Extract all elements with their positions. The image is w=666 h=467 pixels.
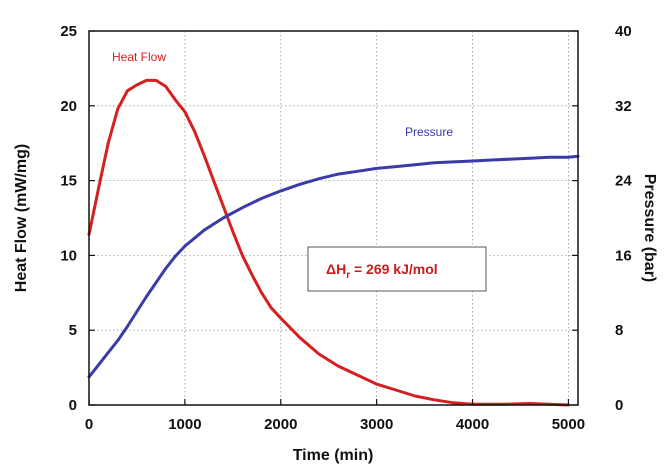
series-label-heat-flow: Heat Flow	[112, 50, 166, 64]
plot-frame	[88, 30, 579, 406]
y2-tick-label: 24	[615, 173, 632, 190]
y-tick-label: 10	[60, 247, 77, 264]
series-line-pressure	[87, 154, 580, 379]
y2-tick-label: 8	[615, 322, 623, 339]
y-tick-label: 0	[69, 397, 77, 414]
x-tick-label: 3000	[360, 416, 393, 433]
annotation-text: ΔHr = 269 kJ/mol	[326, 261, 438, 281]
plot-area	[89, 31, 578, 405]
series-line-heat-flow	[87, 78, 570, 407]
x-axis-title: Time (min)	[293, 447, 374, 464]
tick-group: 0 1000 2000 3000 4000 5000 0 5 10 15 20 25 0 8 16 24 32 4…	[60, 23, 632, 433]
x-tick-label: 5000	[552, 416, 585, 433]
annotation-box	[307, 246, 487, 292]
y-tick-label: 20	[60, 98, 77, 115]
y-tick-label: 5	[69, 322, 77, 339]
series-group	[87, 78, 580, 407]
x-tick-label: 4000	[456, 416, 489, 433]
x-tick-label: 0	[85, 416, 93, 433]
series-label-pressure: Pressure	[405, 125, 453, 139]
y-tick-label: 25	[60, 23, 77, 40]
enthalpy-annotation: ΔHr = 269 kJ/mol	[307, 246, 487, 292]
y-tick-label: 15	[60, 173, 77, 190]
y2-tick-label: 0	[615, 397, 623, 414]
y2-tick-label: 32	[615, 98, 632, 115]
y-axis-title: Heat Flow (mW/mg)	[13, 144, 30, 292]
y2-axis-title: Pressure (bar)	[641, 174, 658, 283]
x-tick-label: 2000	[264, 416, 297, 433]
y2-tick-label: 16	[615, 247, 632, 264]
y2-tick-label: 40	[615, 23, 632, 40]
x-tick-label: 1000	[168, 416, 201, 433]
